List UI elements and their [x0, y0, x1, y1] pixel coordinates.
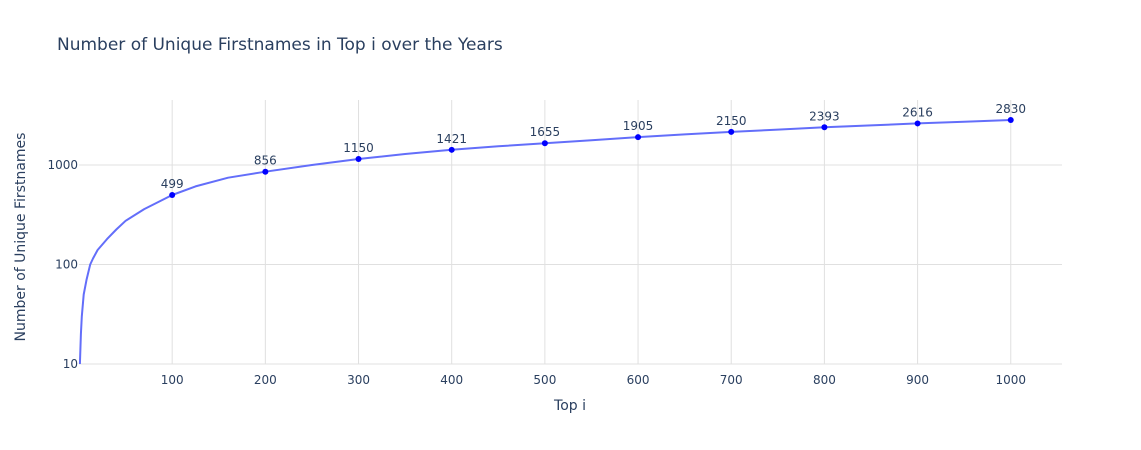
x-tick-label: 900	[906, 373, 929, 387]
chart-title: Number of Unique Firstnames in Top i ove…	[57, 35, 503, 55]
series-line	[78, 119, 1011, 365]
data-point[interactable]	[914, 120, 921, 127]
y-tick-label: 10	[63, 357, 78, 371]
data-point[interactable]	[635, 134, 642, 141]
x-tick-label: 500	[533, 373, 556, 387]
data-point[interactable]	[821, 124, 828, 131]
x-tick-label: 700	[720, 373, 743, 387]
data-point[interactable]	[448, 146, 455, 153]
data-label: 2830	[995, 102, 1026, 116]
data-point[interactable]	[169, 192, 176, 199]
y-tick-label: 100	[55, 257, 78, 271]
line-layer	[78, 119, 1011, 365]
data-label: 2150	[716, 114, 747, 128]
data-label: 499	[161, 177, 184, 191]
data-point[interactable]	[1007, 117, 1014, 124]
grid-layer	[79, 100, 1062, 365]
x-tick-label: 800	[813, 373, 836, 387]
data-label: 1655	[530, 125, 561, 139]
y-axis-title: Number of Unique Firstnames	[13, 133, 29, 342]
tick-layer: 100 200 300 400 500 600 700 800 900 1000 10 100 1000	[47, 158, 1026, 387]
data-label: 2616	[902, 105, 933, 119]
data-label: 1150	[343, 141, 374, 155]
x-axis-title: Top i	[553, 398, 586, 414]
data-point[interactable]	[541, 140, 548, 147]
y-tick-label: 1000	[47, 158, 78, 172]
data-label: 2393	[809, 109, 840, 123]
x-tick-label: 1000	[995, 373, 1026, 387]
data-label: 1421	[436, 132, 467, 146]
x-tick-label: 400	[440, 373, 463, 387]
x-tick-label: 200	[254, 373, 277, 387]
marker-layer: 499 856 1150 1421 1655 1905 2150 2393 2616 2830	[161, 102, 1026, 199]
data-point[interactable]	[728, 128, 735, 135]
x-tick-label: 600	[627, 373, 650, 387]
data-point[interactable]	[262, 168, 269, 175]
x-tick-label: 300	[347, 373, 370, 387]
data-label: 1905	[623, 119, 654, 133]
data-point[interactable]	[355, 155, 362, 162]
data-label: 856	[254, 154, 277, 168]
x-tick-label: 100	[161, 373, 184, 387]
